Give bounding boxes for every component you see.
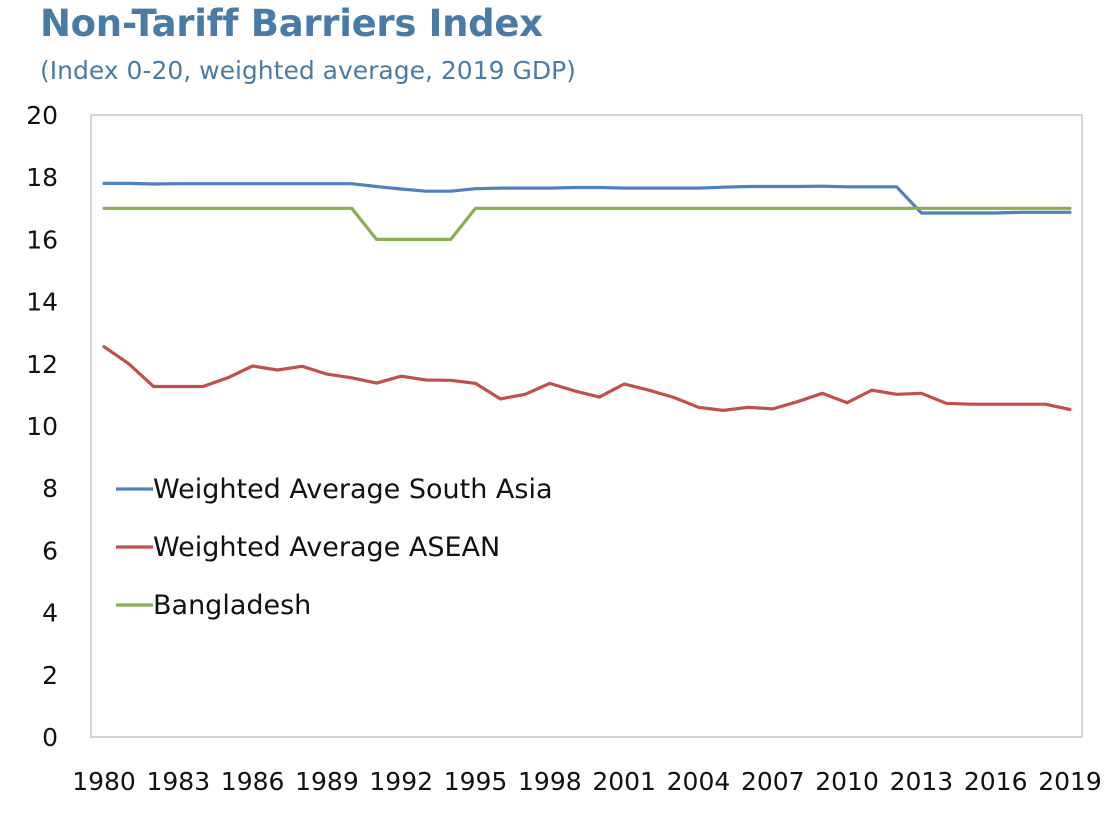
x-tick-label: 1992	[369, 767, 433, 796]
y-tick-label: 20	[26, 101, 58, 130]
x-tick-label: 1986	[221, 767, 285, 796]
x-tick-label: 2016	[964, 767, 1028, 796]
x-tick-label: 2007	[741, 767, 805, 796]
legend-label: Weighted Average South Asia	[153, 474, 553, 505]
x-tick-label: 1995	[444, 767, 508, 796]
x-axis: 1980 1983 1986 1989 1992 1995 1998 2001 2004 2007…	[72, 767, 1102, 796]
x-tick-label: 2004	[667, 767, 731, 796]
y-tick-label: 2	[42, 661, 58, 690]
legend: Weighted Average South Asia Weighted Aver…	[116, 474, 553, 621]
chart-title: Non-Tariff Barriers Index	[40, 2, 543, 45]
x-tick-label: 1983	[146, 767, 210, 796]
x-tick-label: 2013	[890, 767, 954, 796]
y-tick-label: 6	[42, 536, 58, 565]
x-tick-label: 2019	[1038, 767, 1102, 796]
series-line-weighted-average-south-asia	[102, 181, 1072, 215]
y-tick-label: 4	[42, 599, 58, 628]
x-tick-label: 1989	[295, 767, 359, 796]
y-axis: 0 2 4 6 8 10 12 14 16 18 20	[26, 101, 58, 752]
x-tick-label: 1998	[518, 767, 582, 796]
x-tick-label: 2010	[815, 767, 879, 796]
chart-subtitle: (Index 0-20, weighted average, 2019 GDP)	[40, 56, 576, 85]
legend-label: Weighted Average ASEAN	[153, 532, 500, 563]
y-tick-label: 10	[26, 412, 58, 441]
x-tick-label: 2001	[592, 767, 656, 796]
y-tick-label: 8	[42, 474, 58, 503]
series-lines	[102, 181, 1072, 412]
y-tick-label: 18	[26, 163, 58, 192]
y-tick-label: 12	[26, 350, 58, 379]
y-tick-label: 16	[26, 225, 58, 254]
y-tick-label: 14	[26, 288, 58, 317]
plot-area	[90, 114, 1083, 738]
x-tick-label: 1980	[72, 767, 136, 796]
series-line-weighted-average-asean	[102, 345, 1072, 412]
y-tick-label: 0	[42, 723, 58, 752]
series-line-bangladesh	[102, 206, 1072, 241]
legend-label: Bangladesh	[153, 590, 311, 621]
